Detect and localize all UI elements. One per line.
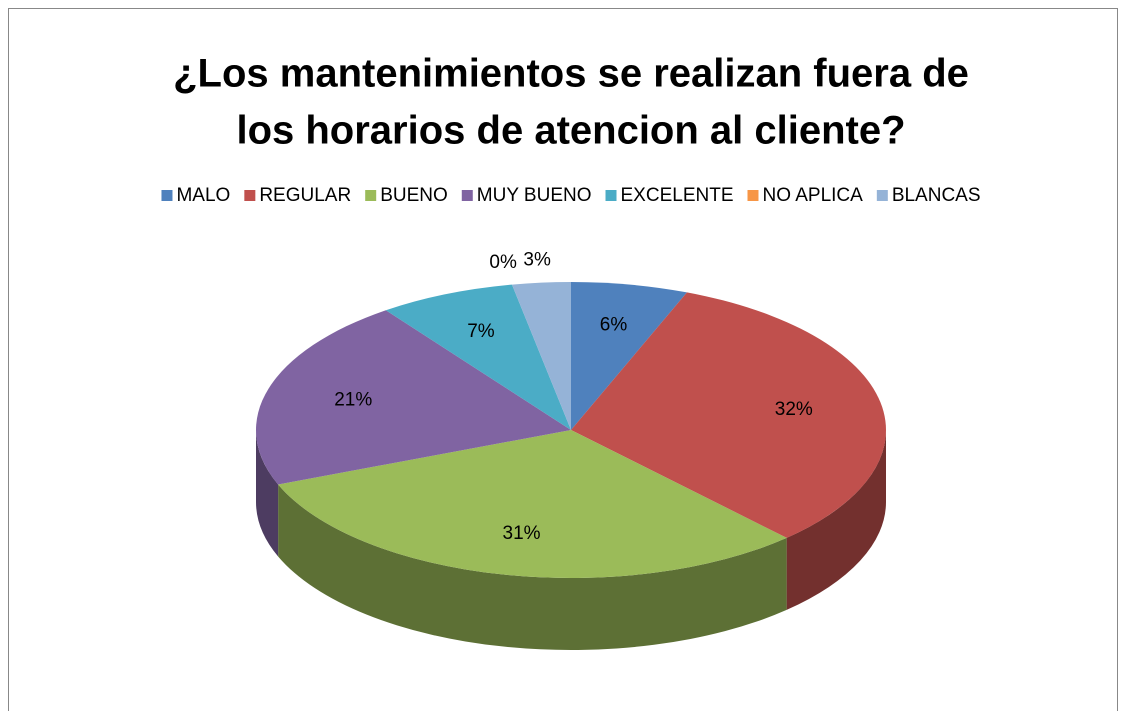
slice bbox=[571, 282, 687, 430]
legend-swatch bbox=[161, 190, 173, 201]
legend-swatch bbox=[605, 190, 617, 201]
data-label: 7% bbox=[467, 321, 495, 342]
legend-label: BUENO bbox=[380, 185, 448, 206]
slice bbox=[511, 282, 571, 430]
legend-swatch bbox=[365, 190, 377, 201]
data-label: 31% bbox=[503, 523, 541, 544]
slice-side bbox=[256, 430, 279, 557]
legend: MALO REGULAR BUENO MUY BUENO EXCELENTE NO APL… bbox=[161, 185, 981, 206]
chart-title: los horarios de atencion al cliente? bbox=[236, 109, 905, 153]
legend-swatch bbox=[461, 190, 473, 201]
legend-swatch bbox=[876, 190, 888, 201]
legend-label: BLANCAS bbox=[892, 185, 981, 206]
slice-side bbox=[786, 430, 887, 610]
legend-label: MALO bbox=[176, 185, 230, 206]
data-label: 32% bbox=[775, 399, 813, 420]
legend-label: MUY BUENO bbox=[477, 185, 592, 206]
legend-swatch bbox=[747, 190, 759, 201]
data-label: 3% bbox=[523, 250, 551, 271]
legend-swatch bbox=[244, 190, 256, 201]
legend-label: NO APLICA bbox=[762, 185, 863, 206]
data-label: 0% bbox=[489, 252, 517, 273]
slice bbox=[571, 292, 886, 538]
slice bbox=[255, 310, 571, 485]
slice bbox=[385, 284, 571, 430]
data-label: 6% bbox=[600, 314, 628, 335]
legend-label: REGULAR bbox=[259, 185, 351, 206]
data-label: 21% bbox=[334, 389, 372, 410]
slice bbox=[278, 430, 787, 578]
legend-label: EXCELENTE bbox=[621, 185, 734, 206]
slice-side bbox=[278, 484, 787, 650]
chart-title: ¿Los mantenimientos se realizan fuera de bbox=[173, 52, 969, 96]
